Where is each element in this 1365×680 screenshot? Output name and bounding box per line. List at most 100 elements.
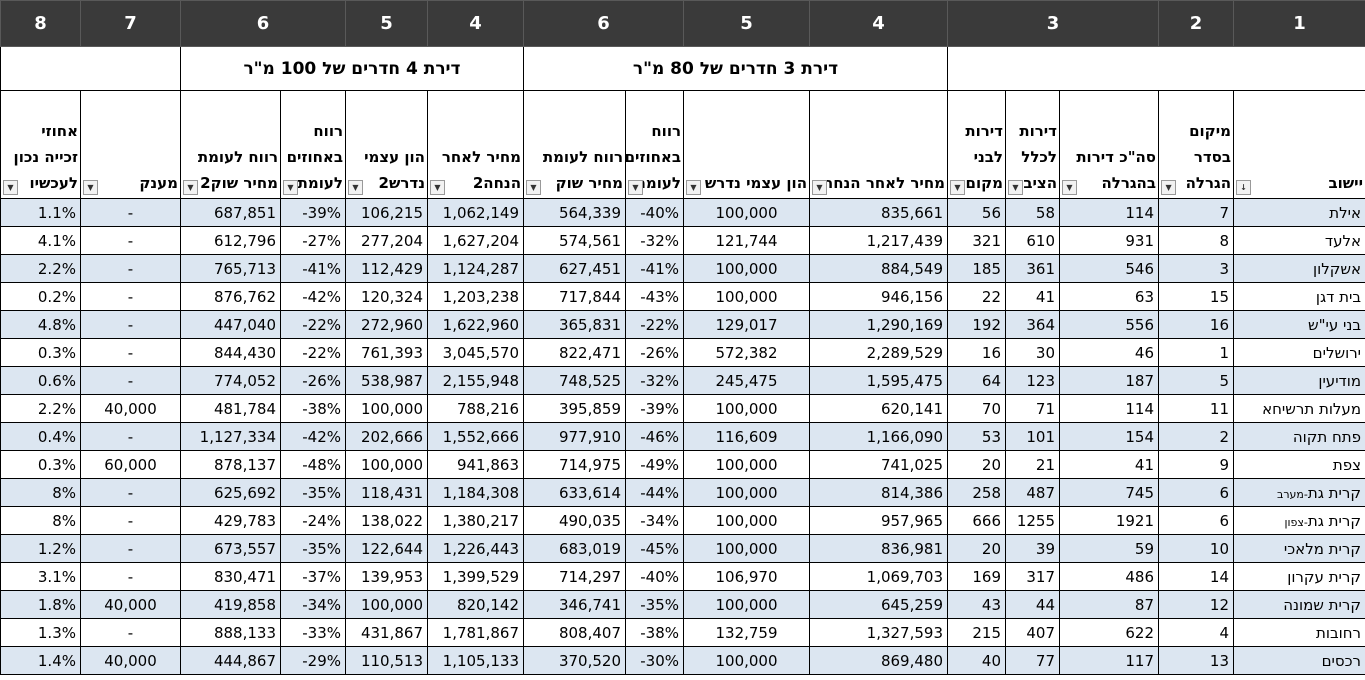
gain-pct2-cell[interactable]: -35%: [280, 478, 346, 507]
gain1-cell[interactable]: 395,859: [523, 394, 626, 423]
header-price1[interactable]: מחיר לאחר הנחה ▼: [809, 90, 948, 199]
col-number[interactable]: 2: [1158, 0, 1235, 47]
gain1-cell[interactable]: 748,525: [523, 366, 626, 395]
public-cell[interactable]: 123: [1005, 366, 1060, 395]
total-cell[interactable]: 486: [1058, 562, 1160, 591]
equity1-cell[interactable]: 100,000: [683, 590, 810, 619]
total-cell[interactable]: 46: [1058, 338, 1160, 367]
gain1-cell[interactable]: 370,520: [523, 646, 626, 675]
gain-pct2-cell[interactable]: -37%: [280, 562, 346, 591]
equity2-cell[interactable]: 122,644: [345, 534, 428, 563]
order-cell[interactable]: 8: [1158, 226, 1235, 255]
gain1-cell[interactable]: 574,561: [523, 226, 626, 255]
order-cell[interactable]: 6: [1158, 506, 1235, 535]
filter-dropdown-icon[interactable]: ▼: [686, 180, 701, 195]
grant-cell[interactable]: -: [80, 226, 181, 255]
order-cell[interactable]: 4: [1158, 618, 1235, 647]
gain1-cell[interactable]: 714,975: [523, 450, 626, 479]
price2-cell[interactable]: 3,045,570: [427, 338, 524, 367]
gain2-cell[interactable]: 765,713: [180, 254, 281, 283]
price2-cell[interactable]: 1,226,443: [427, 534, 524, 563]
win-pct-cell[interactable]: 0.2%: [0, 282, 81, 311]
gain-pct2-cell[interactable]: -42%: [280, 422, 346, 451]
header-total[interactable]: סה"כ דירות בהגרלה ▼: [1058, 90, 1160, 199]
gain-pct2-cell[interactable]: -26%: [280, 366, 346, 395]
local-cell[interactable]: 192: [947, 310, 1006, 339]
price1-cell[interactable]: 1,327,593: [809, 618, 948, 647]
gain1-cell[interactable]: 822,471: [523, 338, 626, 367]
city-cell[interactable]: פתח תקוה: [1233, 422, 1365, 451]
price1-cell[interactable]: 1,166,090: [809, 422, 948, 451]
gain-pct1-cell[interactable]: -40%: [625, 198, 684, 227]
win-pct-cell[interactable]: 3.1%: [0, 562, 81, 591]
gain-pct2-cell[interactable]: -22%: [280, 310, 346, 339]
grant-cell[interactable]: 40,000: [80, 394, 181, 423]
equity1-cell[interactable]: 106,970: [683, 562, 810, 591]
equity2-cell[interactable]: 110,513: [345, 646, 428, 675]
total-cell[interactable]: 117: [1058, 646, 1160, 675]
grant-cell[interactable]: -: [80, 198, 181, 227]
gain2-cell[interactable]: 687,851: [180, 198, 281, 227]
order-cell[interactable]: 6: [1158, 478, 1235, 507]
equity1-cell[interactable]: 121,744: [683, 226, 810, 255]
order-cell[interactable]: 5: [1158, 366, 1235, 395]
grant-cell[interactable]: -: [80, 366, 181, 395]
gain2-cell[interactable]: 774,052: [180, 366, 281, 395]
city-cell[interactable]: ירושלים: [1233, 338, 1365, 367]
public-cell[interactable]: 58: [1005, 198, 1060, 227]
total-cell[interactable]: 114: [1058, 394, 1160, 423]
equity2-cell[interactable]: 139,953: [345, 562, 428, 591]
price2-cell[interactable]: 941,863: [427, 450, 524, 479]
grant-cell[interactable]: -: [80, 310, 181, 339]
total-cell[interactable]: 187: [1058, 366, 1160, 395]
city-cell[interactable]: בני עי"ש: [1233, 310, 1365, 339]
gain1-cell[interactable]: 808,407: [523, 618, 626, 647]
col-number[interactable]: 7: [80, 0, 181, 47]
grant-cell[interactable]: -: [80, 338, 181, 367]
filter-dropdown-icon[interactable]: ▼: [812, 180, 827, 195]
col-number[interactable]: 1: [1233, 0, 1365, 47]
filter-dropdown-icon[interactable]: ▼: [628, 180, 643, 195]
filter-dropdown-icon[interactable]: ▼: [183, 180, 198, 195]
equity1-cell[interactable]: 100,000: [683, 450, 810, 479]
local-cell[interactable]: 64: [947, 366, 1006, 395]
public-cell[interactable]: 39: [1005, 534, 1060, 563]
city-cell[interactable]: מעלות תרשיחא: [1233, 394, 1365, 423]
equity1-cell[interactable]: 100,000: [683, 282, 810, 311]
gain2-cell[interactable]: 878,137: [180, 450, 281, 479]
grant-cell[interactable]: -: [80, 254, 181, 283]
grant-cell[interactable]: -: [80, 478, 181, 507]
public-cell[interactable]: 21: [1005, 450, 1060, 479]
price2-cell[interactable]: 1,781,867: [427, 618, 524, 647]
local-cell[interactable]: 666: [947, 506, 1006, 535]
header-local[interactable]: דירות לבני מקום ▼: [947, 90, 1006, 199]
city-cell[interactable]: רחובות: [1233, 618, 1365, 647]
equity2-cell[interactable]: 112,429: [345, 254, 428, 283]
equity1-cell[interactable]: 100,000: [683, 646, 810, 675]
filter-dropdown-icon[interactable]: ▼: [1008, 180, 1023, 195]
header-gain1[interactable]: רווח לעומת מחיר שוק ▼: [523, 90, 626, 199]
equity2-cell[interactable]: 272,960: [345, 310, 428, 339]
equity2-cell[interactable]: 277,204: [345, 226, 428, 255]
filter-dropdown-icon[interactable]: ▼: [526, 180, 541, 195]
price1-cell[interactable]: 836,981: [809, 534, 948, 563]
header-order[interactable]: מיקום בסדר הגרלה ▼: [1158, 90, 1235, 199]
grant-cell[interactable]: 60,000: [80, 450, 181, 479]
filter-dropdown-icon[interactable]: ▼: [83, 180, 98, 195]
price1-cell[interactable]: 1,217,439: [809, 226, 948, 255]
gain-pct1-cell[interactable]: -49%: [625, 450, 684, 479]
price1-cell[interactable]: 645,259: [809, 590, 948, 619]
gain-pct1-cell[interactable]: -39%: [625, 394, 684, 423]
gain1-cell[interactable]: 717,844: [523, 282, 626, 311]
gain2-cell[interactable]: 844,430: [180, 338, 281, 367]
header-gain-pct1[interactable]: רווח באחוזים לעומת ▼: [625, 90, 684, 199]
total-cell[interactable]: 41: [1058, 450, 1160, 479]
filter-dropdown-icon[interactable]: ▼: [283, 180, 298, 195]
grant-cell[interactable]: -: [80, 618, 181, 647]
gain-pct1-cell[interactable]: -38%: [625, 618, 684, 647]
total-cell[interactable]: 1921: [1058, 506, 1160, 535]
gain-pct1-cell[interactable]: -44%: [625, 478, 684, 507]
gain2-cell[interactable]: 481,784: [180, 394, 281, 423]
gain-pct1-cell[interactable]: -43%: [625, 282, 684, 311]
gain-pct1-cell[interactable]: -46%: [625, 422, 684, 451]
